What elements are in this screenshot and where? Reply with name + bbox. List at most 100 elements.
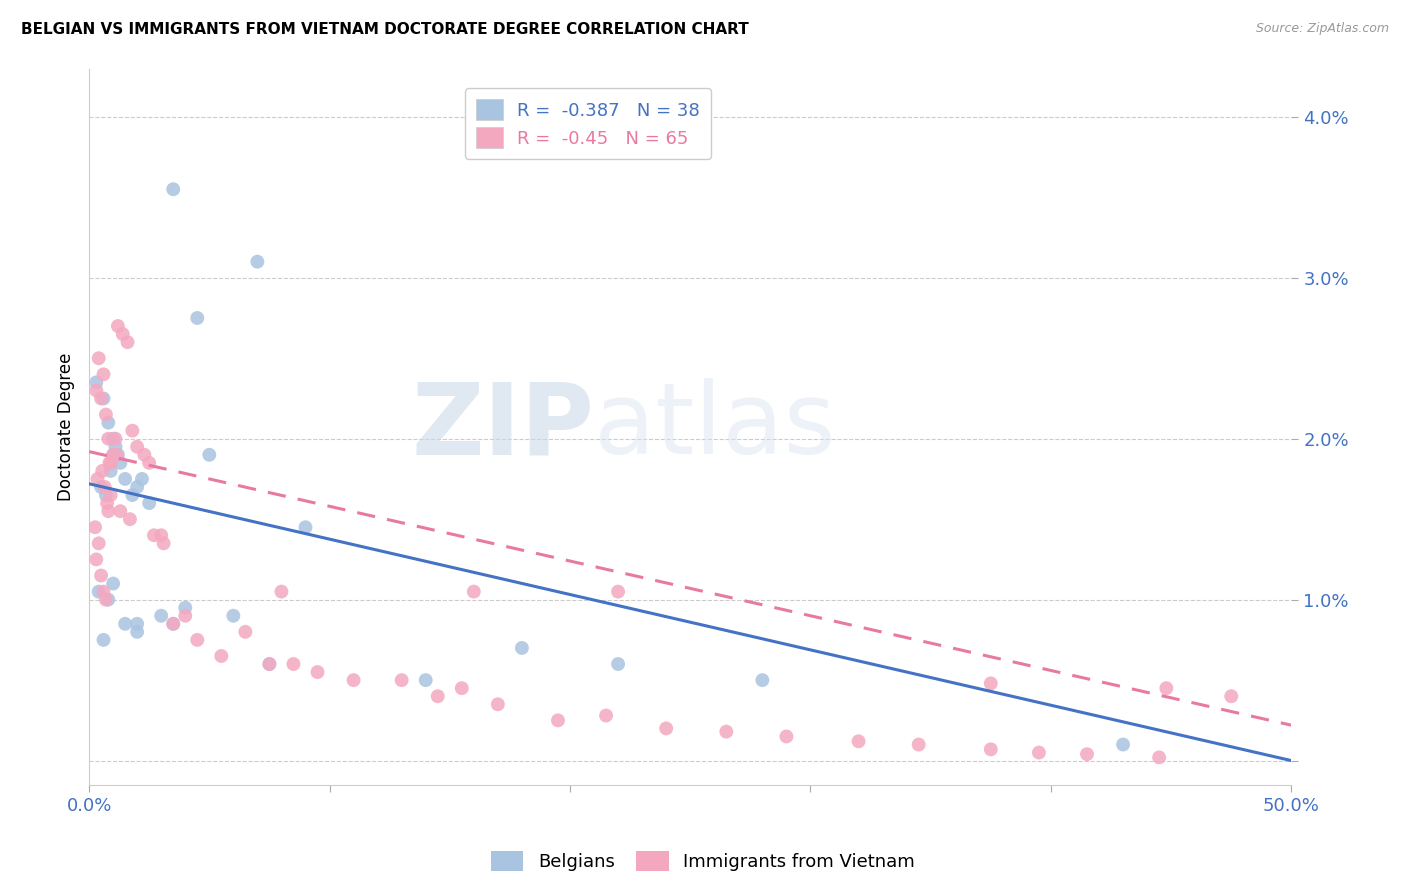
- Point: [848, 734, 870, 748]
- Point: [91, 464, 114, 478]
- Point: [84, 376, 107, 390]
- Point: [87, 351, 110, 366]
- Point: [150, 608, 173, 623]
- Legend: R =  -0.387   N = 38, R =  -0.45   N = 65: R = -0.387 N = 38, R = -0.45 N = 65: [465, 88, 711, 159]
- Y-axis label: Doctorate Degree: Doctorate Degree: [58, 352, 75, 500]
- Point: [98, 456, 121, 470]
- Point: [391, 673, 413, 687]
- Point: [186, 310, 208, 325]
- Point: [595, 708, 617, 723]
- Point: [259, 657, 281, 671]
- Point: [100, 488, 122, 502]
- Point: [104, 432, 127, 446]
- Point: [222, 608, 245, 623]
- Point: [127, 480, 149, 494]
- Point: [980, 742, 1002, 756]
- Point: [131, 472, 153, 486]
- Text: Source: ZipAtlas.com: Source: ZipAtlas.com: [1256, 22, 1389, 36]
- Point: [1076, 747, 1098, 761]
- Text: ZIP: ZIP: [411, 378, 595, 475]
- Point: [138, 496, 160, 510]
- Point: [127, 624, 149, 639]
- Point: [93, 632, 115, 647]
- Point: [97, 592, 120, 607]
- Point: [100, 456, 122, 470]
- Point: [209, 648, 232, 663]
- Point: [162, 182, 184, 196]
- Point: [510, 640, 533, 655]
- Point: [270, 584, 292, 599]
- Point: [426, 690, 449, 704]
- Point: [97, 504, 120, 518]
- Point: [117, 335, 139, 350]
- Point: [127, 616, 149, 631]
- Point: [94, 408, 117, 422]
- Point: [294, 520, 316, 534]
- Point: [775, 730, 797, 744]
- Point: [101, 432, 124, 446]
- Point: [1112, 738, 1135, 752]
- Point: [751, 673, 773, 687]
- Point: [1220, 690, 1243, 704]
- Point: [450, 681, 472, 696]
- Point: [138, 456, 160, 470]
- Point: [90, 480, 112, 494]
- Point: [415, 673, 437, 687]
- Point: [152, 536, 174, 550]
- Point: [162, 616, 184, 631]
- Point: [101, 576, 124, 591]
- Point: [127, 440, 149, 454]
- Point: [90, 568, 112, 582]
- Point: [1156, 681, 1178, 696]
- Point: [246, 254, 269, 268]
- Point: [84, 520, 107, 534]
- Point: [907, 738, 929, 752]
- Point: [150, 528, 173, 542]
- Point: [186, 632, 208, 647]
- Point: [463, 584, 485, 599]
- Point: [174, 600, 197, 615]
- Point: [100, 464, 122, 478]
- Point: [97, 416, 120, 430]
- Legend: Belgians, Immigrants from Vietnam: Belgians, Immigrants from Vietnam: [484, 844, 922, 879]
- Point: [121, 488, 143, 502]
- Point: [87, 584, 110, 599]
- Point: [486, 698, 509, 712]
- Point: [110, 456, 132, 470]
- Point: [162, 616, 184, 631]
- Point: [93, 392, 115, 406]
- Point: [105, 448, 128, 462]
- Point: [84, 552, 107, 566]
- Point: [107, 448, 129, 462]
- Point: [96, 496, 118, 510]
- Point: [101, 448, 124, 462]
- Point: [607, 584, 630, 599]
- Point: [198, 448, 221, 462]
- Point: [114, 616, 136, 631]
- Point: [174, 608, 197, 623]
- Point: [1028, 746, 1050, 760]
- Point: [547, 714, 569, 728]
- Point: [93, 584, 115, 599]
- Point: [97, 432, 120, 446]
- Point: [235, 624, 257, 639]
- Point: [90, 392, 112, 406]
- Point: [259, 657, 281, 671]
- Point: [607, 657, 630, 671]
- Point: [93, 480, 115, 494]
- Point: [118, 512, 141, 526]
- Point: [980, 676, 1002, 690]
- Point: [101, 448, 124, 462]
- Point: [94, 488, 117, 502]
- Point: [143, 528, 166, 542]
- Point: [107, 319, 129, 334]
- Point: [655, 722, 678, 736]
- Point: [111, 327, 134, 342]
- Point: [84, 384, 107, 398]
- Point: [283, 657, 305, 671]
- Point: [110, 504, 132, 518]
- Point: [121, 424, 143, 438]
- Point: [342, 673, 364, 687]
- Point: [134, 448, 156, 462]
- Text: BELGIAN VS IMMIGRANTS FROM VIETNAM DOCTORATE DEGREE CORRELATION CHART: BELGIAN VS IMMIGRANTS FROM VIETNAM DOCTO…: [21, 22, 749, 37]
